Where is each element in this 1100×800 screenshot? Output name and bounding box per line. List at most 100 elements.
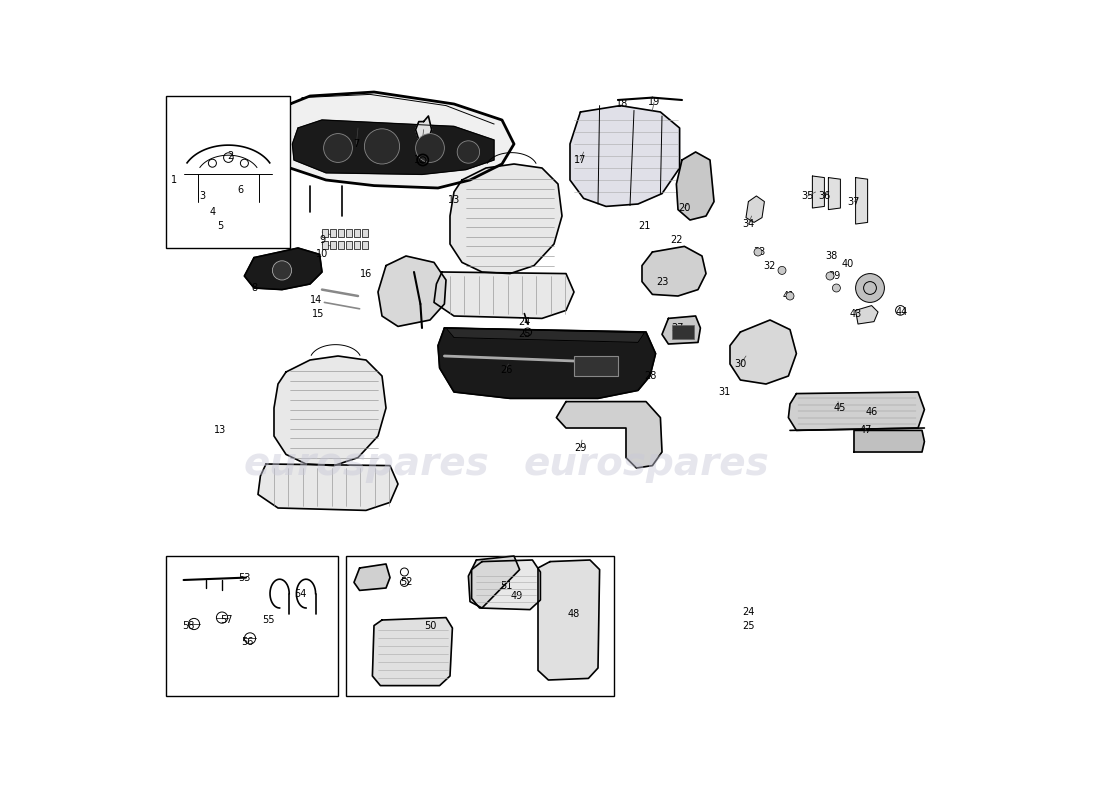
Text: 37: 37	[848, 197, 860, 206]
Text: 6: 6	[238, 186, 243, 195]
Text: 39: 39	[828, 271, 840, 281]
Polygon shape	[557, 402, 662, 468]
Text: 41: 41	[782, 291, 794, 301]
Bar	[574, 356, 618, 376]
Text: 51: 51	[499, 581, 513, 590]
Text: 47: 47	[860, 426, 872, 435]
Text: eurospares: eurospares	[524, 445, 769, 483]
Polygon shape	[354, 564, 390, 590]
Polygon shape	[746, 196, 764, 222]
Polygon shape	[378, 256, 446, 326]
Text: 21: 21	[638, 221, 650, 230]
Text: 22: 22	[670, 235, 683, 245]
Text: 38: 38	[825, 251, 838, 261]
Polygon shape	[469, 556, 519, 608]
Circle shape	[416, 134, 444, 162]
Circle shape	[778, 266, 786, 274]
Text: 48: 48	[568, 610, 580, 619]
Bar	[346, 556, 614, 696]
Polygon shape	[730, 320, 796, 384]
Bar	[362, 241, 367, 249]
Text: 11: 11	[416, 139, 428, 149]
Text: 50: 50	[424, 621, 437, 630]
Text: 15: 15	[311, 309, 324, 318]
Bar	[354, 241, 360, 249]
Text: 55: 55	[262, 615, 275, 625]
Text: 14: 14	[310, 295, 322, 305]
Text: 29: 29	[574, 443, 586, 453]
Bar	[330, 241, 336, 249]
Text: 10: 10	[316, 250, 328, 259]
Text: 7: 7	[353, 139, 360, 149]
Circle shape	[826, 272, 834, 280]
Text: 5: 5	[218, 221, 223, 230]
Text: 26: 26	[499, 366, 513, 375]
Text: 40: 40	[842, 259, 854, 269]
Polygon shape	[570, 106, 680, 206]
Text: 28: 28	[644, 371, 657, 381]
Circle shape	[364, 129, 399, 164]
Text: 46: 46	[866, 407, 878, 417]
Circle shape	[458, 141, 480, 163]
Text: 57: 57	[220, 615, 232, 625]
Bar	[330, 229, 336, 237]
Text: 25: 25	[742, 621, 755, 630]
Bar	[166, 556, 338, 696]
Bar	[354, 229, 360, 237]
Text: 24: 24	[742, 607, 755, 617]
Text: 49: 49	[510, 591, 522, 601]
Bar	[338, 241, 343, 249]
Circle shape	[856, 274, 884, 302]
Text: 3: 3	[199, 191, 205, 201]
Text: 18: 18	[616, 99, 628, 109]
Bar	[346, 241, 352, 249]
Circle shape	[786, 292, 794, 300]
Polygon shape	[416, 116, 431, 144]
Polygon shape	[373, 618, 452, 686]
Text: 31: 31	[718, 387, 730, 397]
Text: 54: 54	[294, 589, 307, 598]
Polygon shape	[450, 164, 562, 274]
Polygon shape	[662, 316, 701, 344]
Text: 9: 9	[319, 235, 326, 245]
Polygon shape	[813, 176, 824, 208]
Text: eurospares: eurospares	[243, 445, 488, 483]
Polygon shape	[856, 178, 868, 224]
Text: 58: 58	[183, 621, 195, 630]
Polygon shape	[446, 328, 645, 342]
Polygon shape	[244, 248, 322, 290]
Text: 4: 4	[209, 207, 216, 217]
Text: 16: 16	[360, 270, 372, 279]
Text: 36: 36	[818, 191, 830, 201]
Text: 33: 33	[754, 247, 766, 257]
Circle shape	[323, 134, 352, 162]
Bar	[166, 96, 290, 248]
Circle shape	[754, 248, 762, 256]
Text: 35: 35	[802, 191, 814, 201]
Text: 32: 32	[763, 261, 777, 270]
Text: 44: 44	[895, 307, 909, 317]
Bar	[338, 229, 343, 237]
Text: 34: 34	[742, 219, 755, 229]
Text: 17: 17	[574, 155, 586, 165]
Text: 42: 42	[860, 287, 872, 297]
Polygon shape	[293, 120, 494, 174]
Polygon shape	[274, 92, 514, 188]
Polygon shape	[642, 246, 706, 296]
Polygon shape	[828, 178, 840, 210]
Text: 27: 27	[672, 323, 684, 333]
Bar	[322, 229, 328, 237]
Polygon shape	[274, 356, 386, 466]
Polygon shape	[676, 152, 714, 220]
Text: 12: 12	[415, 155, 427, 165]
Text: 13: 13	[448, 195, 460, 205]
Text: 52: 52	[399, 578, 412, 587]
Text: 19: 19	[648, 98, 660, 107]
Polygon shape	[854, 430, 924, 452]
Text: 56: 56	[241, 637, 254, 646]
Bar	[362, 229, 367, 237]
Text: 2: 2	[227, 151, 233, 161]
Bar	[322, 241, 328, 249]
Circle shape	[833, 284, 840, 292]
Polygon shape	[789, 392, 924, 430]
